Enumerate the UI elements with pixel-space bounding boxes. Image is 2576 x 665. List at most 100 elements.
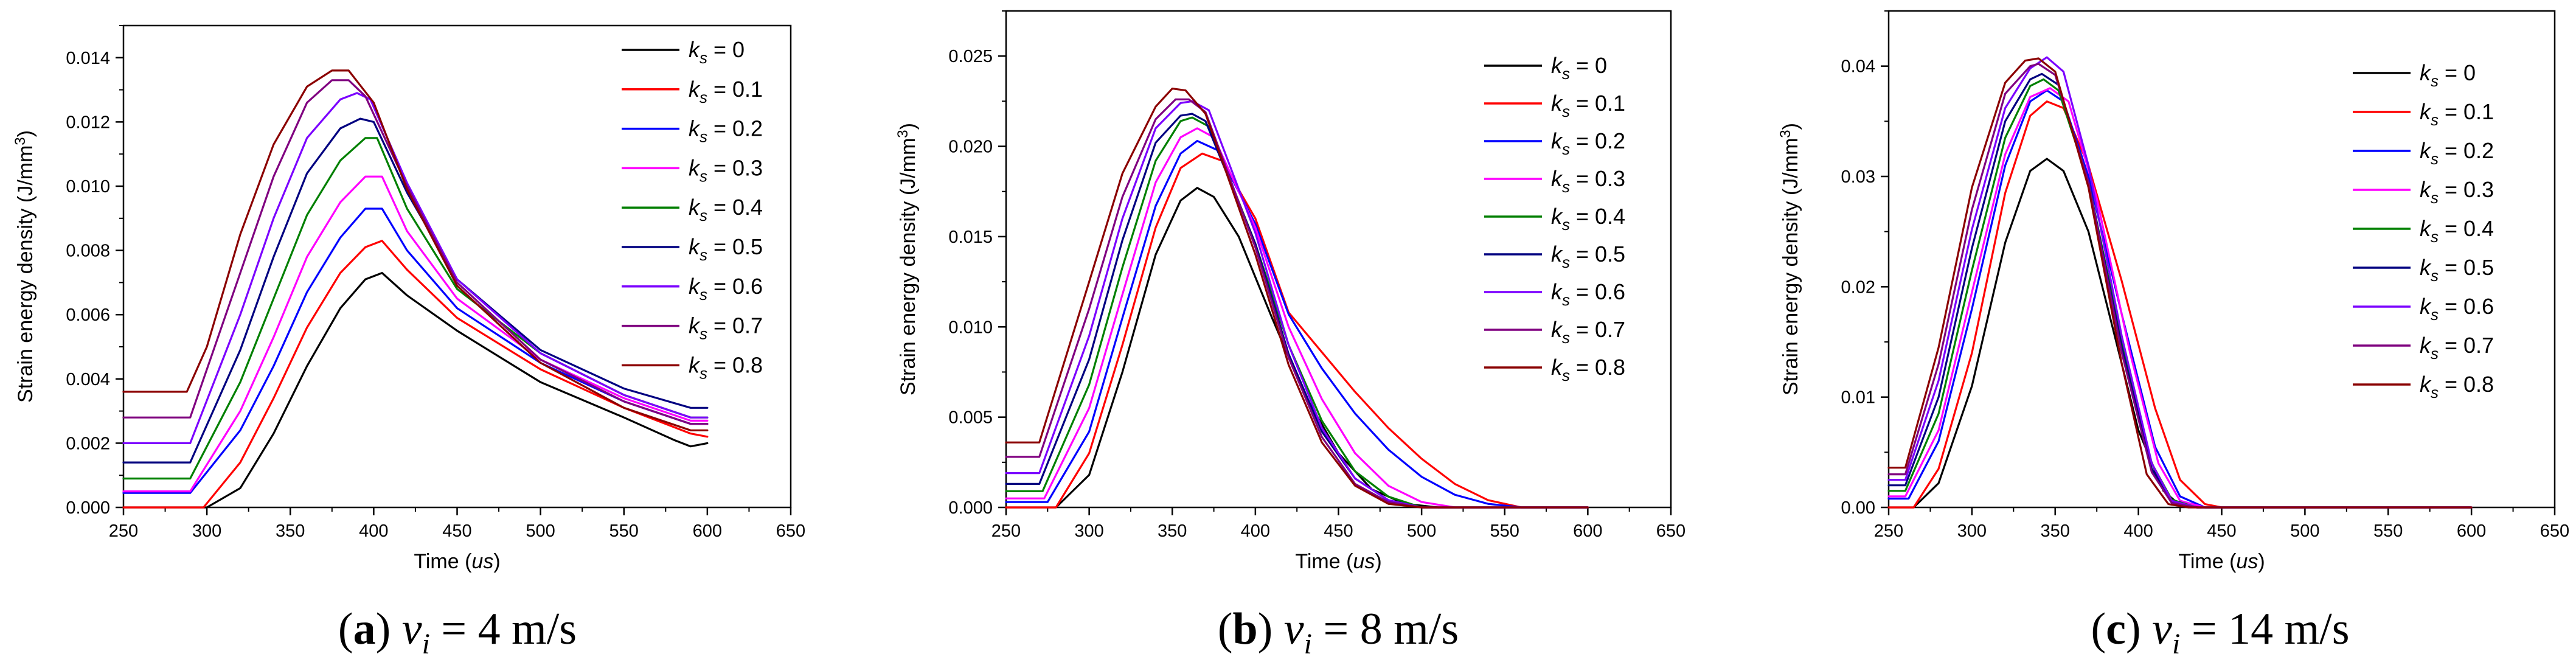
legend-entry: ks = 0.1 [1551, 91, 1625, 120]
legend-entry: ks = 0.5 [689, 234, 763, 264]
y-axis-label: Strain energy density (J/mm3) [895, 123, 920, 395]
x-tick-label: 350 [1158, 521, 1187, 541]
legend-entry: ks = 0.3 [2420, 177, 2494, 207]
series-line-ks-0-2 [122, 207, 709, 494]
legend: ks = 0 ks = 0.1 ks = 0.2 ks = 0.3 ks = 0.4 ks… [2353, 60, 2494, 402]
y-tick-label: 0.012 [66, 113, 110, 132]
series-line-ks-0-4 [122, 137, 709, 480]
y-tick-label: 0.000 [948, 498, 993, 518]
legend-entry: ks = 0.7 [2420, 333, 2494, 363]
legend-entry: ks = 0.4 [1551, 204, 1625, 234]
legend-entry: ks = 0.2 [689, 116, 763, 146]
series-line-ks-0-3 [122, 175, 709, 493]
x-tick-label: 550 [609, 521, 639, 541]
x-axis-label: Time (us) [414, 550, 500, 573]
y-tick-label: 0.015 [948, 228, 993, 247]
x-tick-label: 650 [2540, 521, 2569, 541]
legend-entry: ks = 0.2 [1551, 128, 1625, 158]
figure-caption: (b) vi = 8 m/s [1218, 604, 1459, 660]
series-line-ks-0-8 [1887, 57, 2473, 509]
x-tick-label: 400 [2123, 521, 2153, 541]
x-tick-label: 300 [1957, 521, 1987, 541]
series-line-ks-0 [122, 272, 709, 509]
x-tick-label: 350 [2041, 521, 2070, 541]
legend-entry: ks = 0.7 [689, 313, 763, 343]
y-tick-label: 0.01 [1841, 388, 1875, 408]
x-tick-label: 550 [2373, 521, 2403, 541]
legend-entry: ks = 0.6 [2420, 294, 2494, 324]
y-tick-label: 0.006 [66, 305, 110, 325]
chart-panel-a: 250 300 350 400 450 500 550 600 650 0.000 0.002 0.0… [12, 24, 805, 660]
x-tick-label: 600 [2457, 521, 2486, 541]
legend-entry: ks = 0.8 [1551, 355, 1625, 385]
chart-panel-c: 250 300 350 400 450 500 550 600 650 0.00 0.01 0.02 0… [1777, 10, 2569, 660]
y-tick-label: 0.00 [1841, 498, 1875, 518]
legend: ks = 0 ks = 0.1 ks = 0.2 ks = 0.3 ks = 0.4 ks… [1484, 53, 1625, 385]
x-tick-label: 400 [359, 521, 388, 541]
legend-entry: ks = 0.1 [2420, 99, 2494, 129]
x-tick-label: 350 [276, 521, 305, 541]
x-tick-label: 400 [1241, 521, 1270, 541]
x-tick-label: 550 [1490, 521, 1519, 541]
x-tick-label: 450 [1324, 521, 1353, 541]
series-line-ks-0-7 [1887, 63, 2473, 509]
legend: ks = 0 ks = 0.1 ks = 0.2 ks = 0.3 ks = 0.4 ks… [622, 37, 763, 382]
y-tick-label: 0.005 [948, 408, 993, 428]
x-tick-label: 450 [442, 521, 471, 541]
y-tick-label: 0.004 [66, 370, 110, 389]
x-tick-label: 250 [109, 521, 138, 541]
legend-entry: ks = 0 [689, 37, 745, 67]
figure-caption: (a) vi = 4 m/s [338, 604, 577, 660]
series-line-ks-0-7 [1005, 98, 1589, 509]
legend-entry: ks = 0.3 [689, 155, 763, 185]
x-tick-label: 600 [1573, 521, 1602, 541]
x-tick-label: 500 [2290, 521, 2319, 541]
y-tick-label: 0.010 [66, 177, 110, 197]
x-tick-label: 250 [991, 521, 1021, 541]
series-line-ks-0-5 [122, 117, 709, 464]
legend-entry: ks = 0.8 [2420, 372, 2494, 402]
y-tick-label: 0.010 [948, 318, 993, 337]
legend-entry: ks = 0 [2420, 60, 2476, 90]
legend-entry: ks = 0.2 [2420, 138, 2494, 168]
x-tick-label: 500 [526, 521, 555, 541]
series-line-ks-0-8 [122, 69, 709, 431]
figure-caption: (c) vi = 14 m/s [2091, 604, 2349, 660]
legend-entry: ks = 0.4 [689, 195, 763, 225]
x-axis-label: Time (us) [1295, 550, 1381, 573]
x-tick-label: 300 [192, 521, 221, 541]
legend-entry: ks = 0.3 [1551, 166, 1625, 196]
series-line-ks-0-2 [1887, 89, 2473, 509]
series-line-ks-0-6 [122, 92, 709, 444]
legend-entry: ks = 0.6 [689, 274, 763, 304]
y-tick-label: 0.03 [1841, 167, 1875, 187]
series-line-ks-0-3 [1005, 127, 1589, 509]
legend-entry: ks = 0.5 [1551, 242, 1625, 271]
legend-entry: ks = 0.7 [1551, 317, 1625, 347]
x-axis-label: Time (us) [2178, 550, 2265, 573]
x-tick-label: 250 [1874, 521, 1903, 541]
series-line-ks-0-4 [1005, 116, 1589, 509]
y-tick-label: 0.04 [1841, 57, 1875, 77]
x-tick-label: 650 [1656, 521, 1686, 541]
series-line-ks-0-1 [1887, 100, 2473, 509]
series-line-ks-0-6 [1887, 56, 2473, 509]
chart-panel-b: 250 300 350 400 450 500 550 600 650 0.000 0.005 0.0… [895, 10, 1686, 660]
x-tick-label: 600 [693, 521, 722, 541]
legend-entry: ks = 0.8 [689, 352, 763, 382]
x-tick-label: 450 [2207, 521, 2236, 541]
series-line-ks-0-5 [1005, 113, 1589, 509]
series-line-ks-0-7 [122, 79, 709, 425]
legend-entry: ks = 0.6 [1551, 279, 1625, 309]
y-tick-label: 0.020 [948, 138, 993, 157]
x-tick-label: 300 [1074, 521, 1103, 541]
series-line-ks-0-2 [1005, 140, 1589, 509]
y-tick-label: 0.025 [948, 47, 993, 66]
series-line-ks-0-6 [1005, 100, 1589, 509]
series-line-ks-0-1 [1005, 152, 1589, 509]
y-tick-label: 0.02 [1841, 277, 1875, 297]
y-tick-label: 0.000 [66, 498, 110, 518]
legend-entry: ks = 0.5 [2420, 255, 2494, 285]
legend-entry: ks = 0.1 [689, 77, 763, 106]
